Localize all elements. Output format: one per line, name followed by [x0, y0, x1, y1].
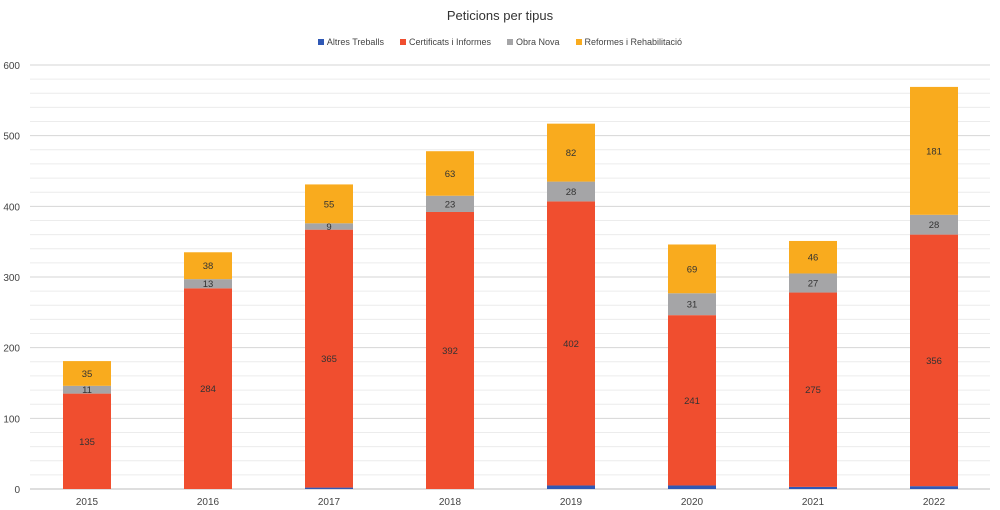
legend-swatch-certificats-informes: [399, 39, 406, 45]
bar-segment: [668, 293, 716, 316]
legend-swatch-reformes-rehabilitacio: [575, 39, 582, 45]
bar-segment: [184, 288, 232, 489]
bar-segment: [184, 252, 232, 280]
x-tick-label: 2017: [318, 497, 341, 508]
legend-swatch-altres-treballs: [317, 39, 324, 45]
chart-title: Peticions per tipus: [446, 8, 554, 23]
bar-segment: [426, 151, 474, 196]
data-label: 38: [203, 261, 214, 272]
bar-segment: [789, 486, 837, 489]
x-tick-label: 2022: [923, 497, 946, 508]
bar-segment: [789, 240, 837, 274]
bar-segment: [789, 292, 837, 487]
legend-item-reformes-rehabilitacio: Reformes i Rehabilitació: [575, 37, 683, 47]
bar-segment: [547, 181, 595, 202]
bar-segment: [305, 223, 353, 230]
data-label: 284: [200, 384, 216, 395]
data-label: 35: [82, 369, 93, 380]
data-label: 9: [326, 222, 331, 233]
legend-label-reformes-rehabilitacio: Reformes i Rehabilitació: [584, 37, 683, 47]
bar-segment: [63, 393, 111, 489]
x-tick-label: 2016: [197, 497, 220, 508]
bar-segment: [910, 486, 958, 489]
grid-layer: [30, 64, 990, 490]
legend-item-certificats-informes: Certificats i Informes: [399, 37, 491, 47]
bars-layer: [63, 86, 958, 489]
bar-segment: [668, 244, 716, 294]
legend-label-altres-treballs: Altres Treballs: [326, 37, 384, 47]
data-label: 23: [445, 199, 456, 210]
data-label: 28: [929, 220, 940, 231]
bar-segment: [910, 234, 958, 487]
y-tick-label: 500: [3, 132, 20, 143]
data-label: 135: [79, 437, 95, 448]
data-label: 31: [687, 300, 698, 311]
bar-segment: [184, 279, 232, 289]
data-label: 275: [805, 385, 821, 396]
data-label: 63: [445, 169, 456, 180]
y-tick-label: 100: [3, 414, 20, 425]
data-label: 11: [82, 385, 92, 396]
bar-segment: [305, 229, 353, 488]
bar-segment: [668, 315, 716, 486]
x-tick-label: 2015: [76, 497, 99, 508]
y-tick-label: 400: [3, 202, 20, 213]
data-label: 27: [808, 279, 819, 290]
bar-segment: [426, 211, 474, 489]
data-label: 241: [684, 396, 700, 407]
bar-segment: [547, 123, 595, 182]
x-tick-label: 2020: [681, 497, 704, 508]
bar-segment: [305, 184, 353, 224]
x-tick-label: 2019: [560, 497, 583, 508]
bar-segment: [789, 273, 837, 293]
x-tick-label: 2018: [439, 497, 462, 508]
data-label: 392: [442, 346, 458, 357]
bar-segment: [547, 201, 595, 486]
y-tick-label: 200: [3, 344, 20, 355]
legend-item-obra-nova: Obra Nova: [506, 37, 560, 47]
data-label: 13: [203, 279, 214, 290]
data-label: 82: [566, 148, 577, 159]
bar-segment: [63, 361, 111, 386]
data-label: 402: [563, 339, 579, 350]
bar-segment: [305, 487, 353, 489]
data-label: 46: [808, 253, 819, 264]
y-tick-label: 300: [3, 273, 20, 284]
data-label: 28: [566, 187, 577, 198]
data-label: 181: [926, 146, 942, 157]
legend-label-certificats-informes: Certificats i Informes: [408, 37, 491, 47]
bar-segment: [910, 214, 958, 235]
data-labels-layer: 135 11 35 284 13 38 365 9 55 392 23 63 402 28 82 241 31 6…: [79, 146, 942, 447]
data-label: 365: [321, 354, 337, 365]
y-tick-label: 600: [3, 61, 20, 72]
bar-segment: [547, 485, 595, 489]
legend-item-altres-treballs: Altres Treballs: [317, 37, 384, 47]
y-axis: 0 100 200 300 400 500 600: [3, 61, 20, 496]
x-axis: 2015 2016 2017 2018 2019 2020 2021 2022: [76, 497, 946, 508]
data-label: 356: [926, 356, 942, 367]
legend: Altres Treballs Certificats i Informes O…: [0, 37, 1000, 47]
bar-segment: [910, 86, 958, 215]
x-tick-label: 2021: [802, 497, 825, 508]
bar-segment: [63, 385, 111, 394]
legend-label-obra-nova: Obra Nova: [515, 37, 560, 47]
bar-segment: [426, 195, 474, 212]
y-tick-label: 0: [14, 485, 20, 496]
bar-segment: [668, 485, 716, 489]
data-label: 55: [324, 199, 335, 210]
legend-swatch-obra-nova: [506, 39, 513, 45]
data-label: 69: [687, 264, 698, 275]
